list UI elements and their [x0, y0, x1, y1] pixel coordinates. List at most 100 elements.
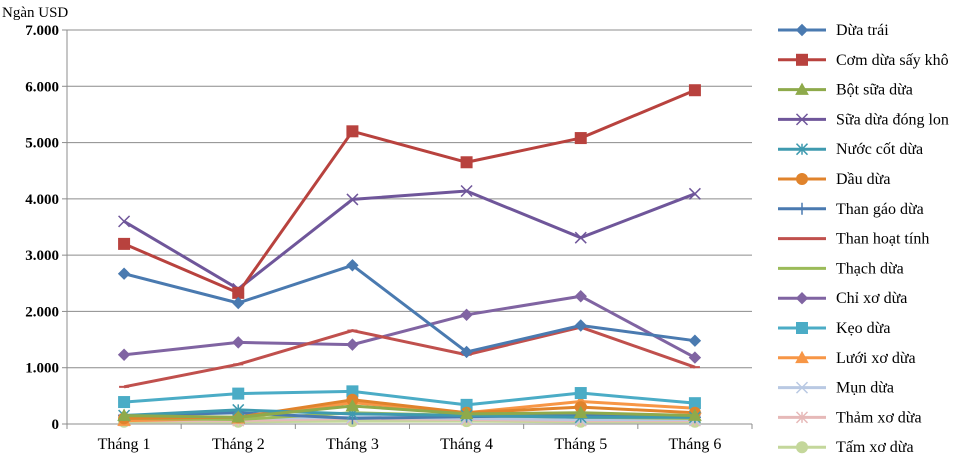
data-point — [574, 290, 587, 303]
series-line — [123, 88, 696, 295]
data-point — [346, 193, 359, 206]
data-point — [574, 387, 587, 400]
data-point — [795, 143, 809, 156]
series — [117, 290, 702, 364]
y-tick-label: 6.000 — [25, 79, 59, 95]
legend-label: Tấm xơ dừa — [836, 439, 914, 456]
data-point — [796, 441, 808, 454]
data-point — [118, 215, 131, 228]
data-point — [345, 398, 360, 412]
x-tick-label: Tháng 3 — [326, 436, 379, 453]
data-point — [231, 410, 246, 423]
y-tick-label: 5.000 — [25, 136, 59, 152]
data-point — [346, 125, 359, 138]
legend-item: Cơm dừa sấy khô — [778, 52, 949, 69]
gridlines — [67, 29, 752, 369]
series — [117, 398, 702, 423]
data-point — [795, 113, 809, 126]
legend-item: Thảm xơ dừa — [778, 409, 922, 426]
data-point — [795, 411, 809, 424]
legend-label: Cơm dừa sấy khô — [836, 52, 949, 69]
legend-label: Nước cốt dừa — [836, 141, 923, 158]
legend-item: Nước cốt dừa — [778, 141, 923, 158]
legend-label: Bột sữa dừa — [836, 82, 913, 99]
legend-item: Mụn dừa — [778, 380, 894, 397]
x-tick-label: Tháng 5 — [554, 436, 607, 453]
series — [119, 325, 700, 389]
data-point — [796, 322, 808, 334]
legend-item: Dừa trái — [778, 22, 889, 39]
series — [118, 84, 701, 299]
data-point — [232, 387, 245, 400]
series-line — [124, 404, 695, 419]
series-line — [123, 294, 696, 359]
legend: Dừa trái Cơm dừa sấy khô Bột sữa dừa Sữa dừ… — [778, 22, 949, 456]
data-point — [795, 381, 809, 394]
data-point — [574, 231, 587, 244]
data-point — [232, 336, 245, 349]
data-point — [232, 296, 245, 310]
series-line — [124, 408, 695, 419]
legend-item: Kẹo dừa — [778, 320, 890, 337]
data-point — [795, 291, 809, 305]
data-point — [117, 348, 131, 361]
series — [117, 259, 702, 359]
data-point — [232, 286, 245, 299]
series-line — [123, 389, 696, 407]
legend-item: Than gáo dừa — [778, 201, 924, 218]
y-tick-label: 1.000 — [25, 361, 59, 377]
x-tick-label: Tháng 2 — [212, 436, 265, 453]
legend-label: Than gáo dừa — [836, 201, 924, 218]
legend-label: Dầu dừa — [836, 171, 890, 188]
data-point — [688, 84, 701, 97]
legend-item: Lưới xơ dừa — [778, 350, 916, 367]
data-point — [688, 408, 702, 421]
y-tick-label: 4.000 — [25, 192, 59, 208]
x-tick-label: Tháng 6 — [668, 436, 721, 453]
data-point — [796, 173, 808, 185]
data-point — [795, 350, 809, 364]
series-line — [123, 325, 696, 389]
legend-label: Sữa dừa đóng lon — [836, 111, 949, 128]
x-axis-ticks: Tháng 1 Tháng 2 Tháng 3 Tháng 4 Tháng 5 Tháng… — [66, 424, 753, 453]
series-group — [117, 84, 702, 428]
legend-label: Mụn dừa — [836, 380, 894, 397]
legend-label: Than hoạt tính — [836, 231, 929, 248]
series-line — [123, 189, 696, 291]
data-point — [117, 267, 131, 280]
data-point — [796, 53, 808, 66]
data-point — [118, 237, 131, 250]
data-point — [795, 23, 809, 37]
legend-item: Thạch dừa — [778, 260, 904, 277]
series-line — [123, 263, 696, 354]
legend-item: Sữa dừa đóng lon — [778, 111, 949, 128]
y-tick-label: 2.000 — [25, 304, 59, 320]
x-tick-label: Tháng 1 — [98, 436, 151, 453]
data-point — [460, 345, 473, 359]
data-point — [688, 351, 702, 364]
legend-item: Tấm xơ dừa — [778, 439, 914, 456]
data-point — [460, 156, 473, 169]
data-point — [346, 338, 359, 351]
legend-label: Thạch dừa — [836, 260, 904, 277]
data-point — [460, 184, 473, 198]
data-point — [688, 334, 702, 347]
y-axis-label: Ngàn USD — [2, 5, 68, 21]
y-tick-label: 3.000 — [25, 248, 59, 264]
data-point — [574, 132, 587, 145]
legend-label: Dừa trái — [836, 22, 889, 39]
data-point — [795, 82, 809, 95]
data-point — [118, 396, 131, 409]
y-tick-label: 0 — [52, 417, 60, 433]
legend-item: Than hoạt tính — [778, 231, 929, 248]
data-point — [459, 406, 474, 420]
legend-item: Dầu dừa — [778, 171, 890, 188]
data-point — [460, 308, 473, 322]
data-point — [796, 202, 808, 215]
x-tick-label: Tháng 4 — [440, 436, 493, 453]
data-point — [573, 405, 588, 419]
series — [118, 385, 701, 411]
data-point — [574, 319, 587, 332]
